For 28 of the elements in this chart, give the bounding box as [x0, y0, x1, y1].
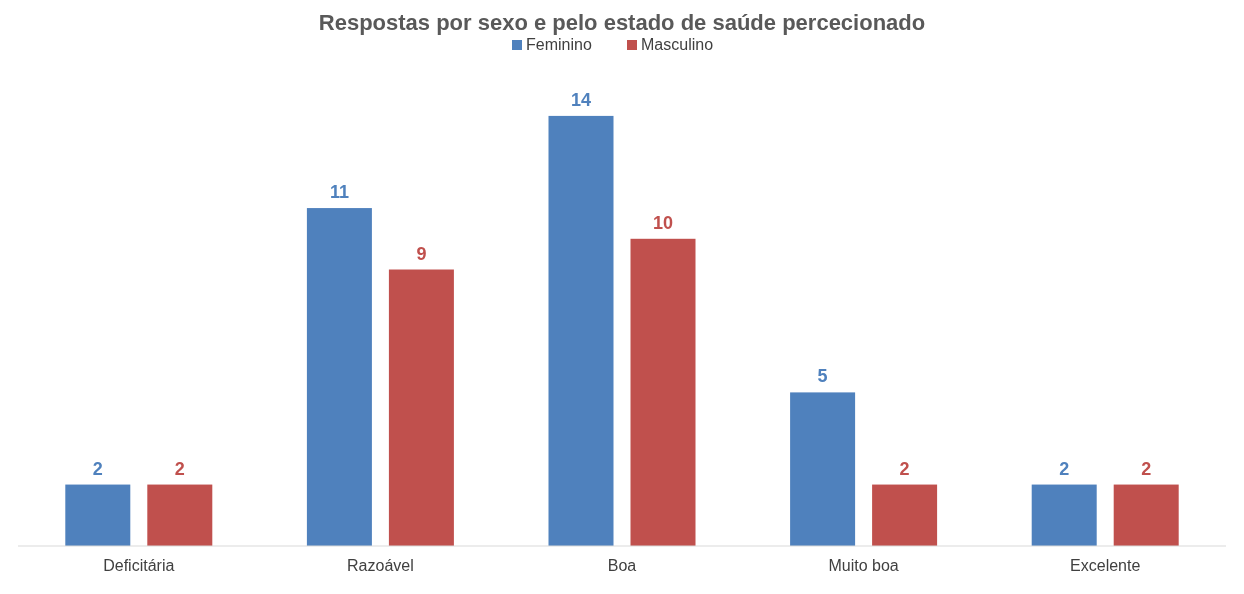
bar	[630, 238, 696, 546]
data-label: 2	[1141, 458, 1152, 479]
x-tick-label: Excelente	[1070, 557, 1141, 574]
bar	[1113, 484, 1179, 546]
bar	[306, 208, 372, 546]
bar	[388, 269, 454, 546]
legend-label: Feminino	[526, 36, 592, 53]
bar	[548, 115, 614, 546]
bar	[872, 484, 938, 546]
data-label: 10	[652, 212, 674, 233]
bar	[790, 392, 856, 546]
x-tick-label: Muito boa	[828, 557, 899, 574]
data-label: 2	[899, 458, 910, 479]
data-label: 14	[570, 89, 592, 110]
data-label: 2	[174, 458, 185, 479]
bar	[65, 484, 131, 546]
data-label: 9	[416, 243, 427, 264]
data-label: 2	[1059, 458, 1070, 479]
chart-title: Respostas por sexo e pelo estado de saúde percecionado	[318, 10, 926, 35]
legend-label: Masculino	[641, 36, 714, 53]
data-label: 5	[817, 366, 828, 387]
bar	[147, 484, 213, 546]
bar	[1031, 484, 1097, 546]
x-tick-label: Razoável	[347, 557, 414, 574]
data-label: 11	[329, 182, 349, 203]
x-tick-label: Deficitária	[103, 557, 175, 574]
x-tick-label: Boa	[607, 557, 637, 574]
data-label: 2	[92, 458, 103, 479]
